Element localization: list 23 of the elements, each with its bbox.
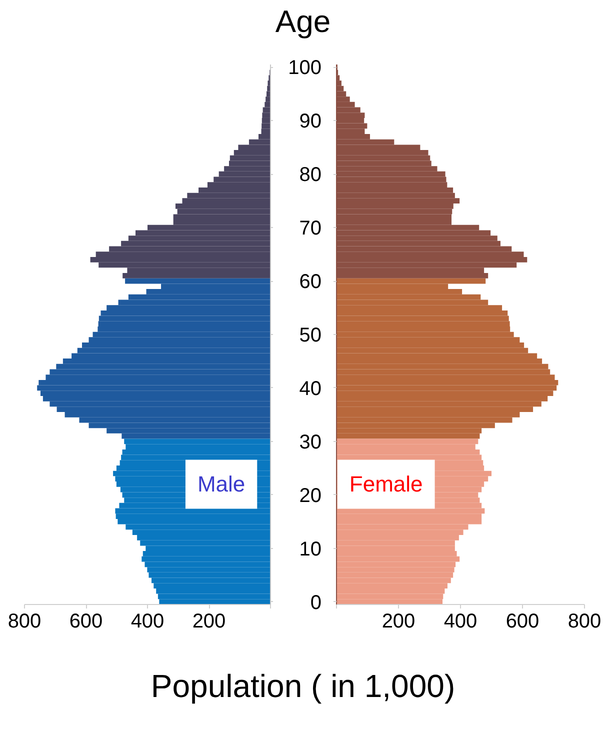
x-axis-title: Population ( in 1,000): [150, 667, 456, 706]
y-tick-label: 40: [299, 378, 322, 400]
x-tick-label: 400: [444, 610, 478, 632]
x-tick-label: 600: [506, 610, 540, 632]
y-tick-label: 60: [299, 271, 322, 294]
y-tick-label: 20: [299, 484, 322, 507]
y-tick-label: 0: [310, 592, 322, 614]
y-tick-label: 50: [299, 324, 322, 346]
annotation: Male: [197, 472, 246, 497]
y-tick-label: 90: [299, 110, 322, 133]
annotation: Female: [349, 472, 423, 497]
x-tick-label: 200: [382, 610, 416, 632]
x-tick-label: 400: [130, 610, 164, 632]
y-tick-label: 70: [299, 218, 322, 240]
y-tick-label: 80: [299, 164, 322, 186]
x-tick-label: 800: [8, 610, 42, 632]
y-tick-label: 100: [288, 57, 322, 80]
y-tick-label: 10: [299, 538, 322, 560]
x-tick-label: 800: [568, 610, 602, 632]
y-axis-title: Age: [275, 3, 331, 41]
y-tick-label: 30: [299, 431, 322, 454]
x-tick-label: 600: [69, 610, 103, 632]
x-tick-label: 200: [192, 610, 226, 632]
